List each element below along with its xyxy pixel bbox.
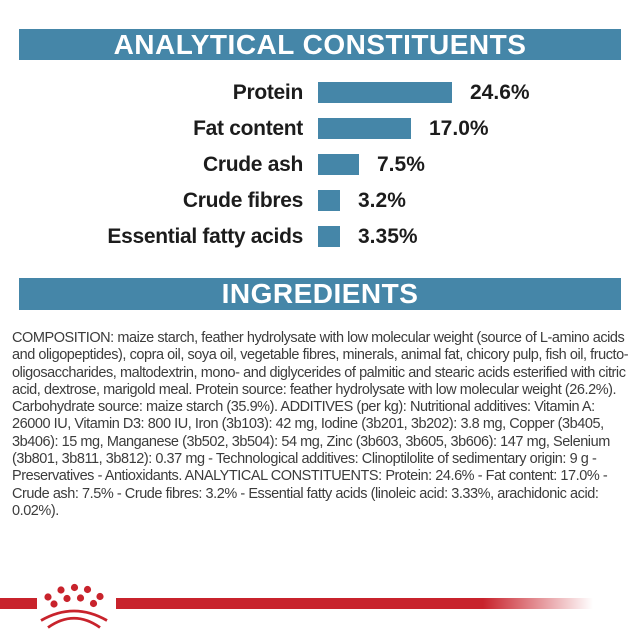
bar-row: Protein 24.6%: [0, 80, 640, 104]
composition-text: COMPOSITION: maize starch, feather hydro…: [12, 330, 629, 519]
bar-row: Essential fatty acids 3.35%: [0, 224, 640, 248]
crown-arcs: [40, 609, 108, 629]
crown-dots: [44, 583, 104, 608]
brand-stripe-left: [0, 598, 37, 609]
bar-value: 3.35%: [358, 224, 418, 248]
bar-label: Protein: [232, 80, 304, 104]
bar-value: 17.0%: [429, 116, 489, 140]
bar-row: Crude fibres 3.2%: [0, 188, 640, 212]
bar: [318, 82, 452, 103]
ingredients-title: INGREDIENTS: [221, 278, 419, 309]
bar-label: Crude fibres: [182, 188, 303, 212]
analytical-constituents-banner: ANALYTICAL CONSTITUENTS: [19, 29, 621, 60]
bar-label: Essential fatty acids: [107, 224, 303, 248]
brand-stripe-right: [116, 598, 640, 609]
analytical-bar-chart: Protein 24.6% Fat content 17.0% Crude ash 7.5…: [0, 80, 640, 248]
bar: [318, 190, 340, 211]
bar-value: 24.6%: [470, 80, 530, 104]
ingredients-banner: INGREDIENTS: [19, 278, 621, 310]
bar: [318, 118, 411, 139]
analytical-constituents-title: ANALYTICAL CONSTITUENTS: [113, 28, 527, 60]
bar-label: Fat content: [193, 116, 303, 140]
bar: [318, 226, 340, 247]
bar: [318, 154, 359, 175]
bar-row: Fat content 17.0%: [0, 116, 640, 140]
bar-label: Crude ash: [203, 152, 303, 176]
bar-value: 3.2%: [358, 188, 406, 212]
royal-canin-crown-icon: [40, 583, 108, 629]
bar-row: Crude ash 7.5%: [0, 152, 640, 176]
bar-value: 7.5%: [377, 152, 425, 176]
